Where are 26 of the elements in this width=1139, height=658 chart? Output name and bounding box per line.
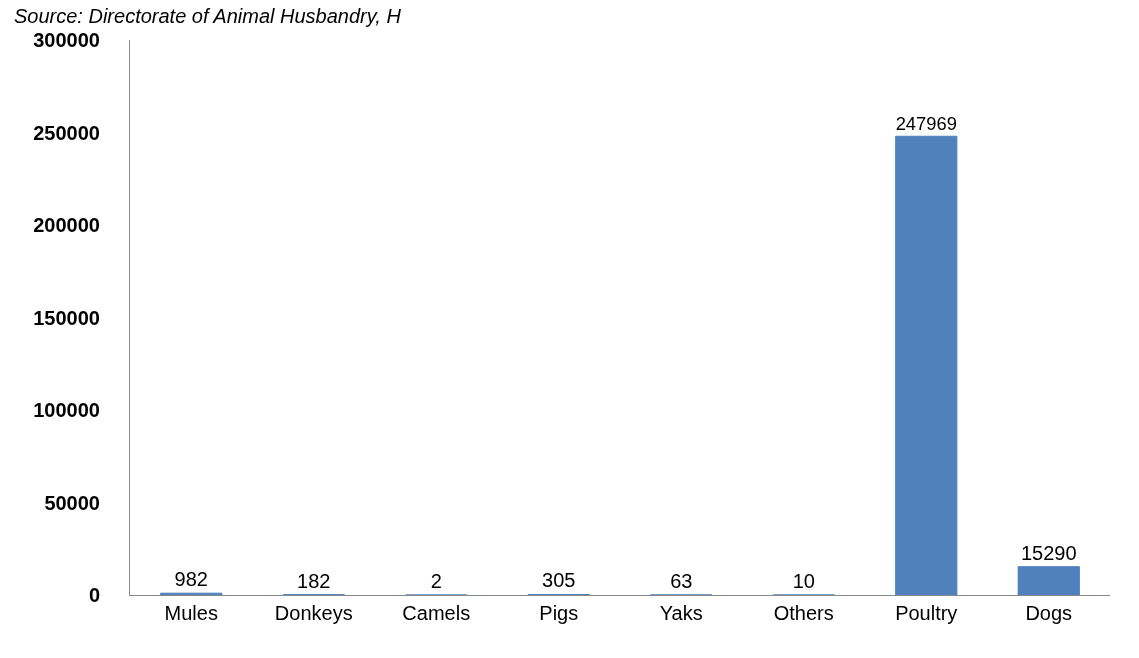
y-tick-label: 50000 [44, 491, 100, 514]
y-tick-label: 200000 [33, 214, 100, 236]
x-tick-label: Yaks [659, 602, 703, 624]
data-label: 305 [542, 569, 576, 592]
bar [895, 135, 958, 595]
data-label: 982 [174, 568, 208, 591]
data-label: 247969 [895, 112, 957, 134]
data-label: 2 [430, 570, 442, 592]
source-note: Source: Directorate of Animal Husbandry, H [14, 5, 402, 27]
x-tick-label: Poultry [895, 602, 958, 624]
x-tick-label: Donkeys [274, 602, 353, 624]
y-tick-label: 0 [88, 584, 100, 606]
y-tick-label: 250000 [33, 121, 100, 144]
y-tick-label: 150000 [33, 306, 100, 329]
data-label: 63 [670, 569, 693, 592]
y-tick-label: 300000 [33, 29, 100, 51]
data-label: 15290 [1020, 541, 1077, 564]
data-label: 182 [297, 569, 331, 592]
x-tick-label: Others [773, 602, 834, 624]
x-tick-label: Pigs [539, 602, 579, 624]
bar [1017, 566, 1080, 595]
x-tick-label: Camels [402, 602, 471, 624]
y-tick-label: 100000 [33, 399, 100, 421]
data-label: 10 [792, 569, 815, 592]
x-tick-label: Dogs [1025, 602, 1073, 624]
x-tick-label: Mules [164, 602, 218, 624]
